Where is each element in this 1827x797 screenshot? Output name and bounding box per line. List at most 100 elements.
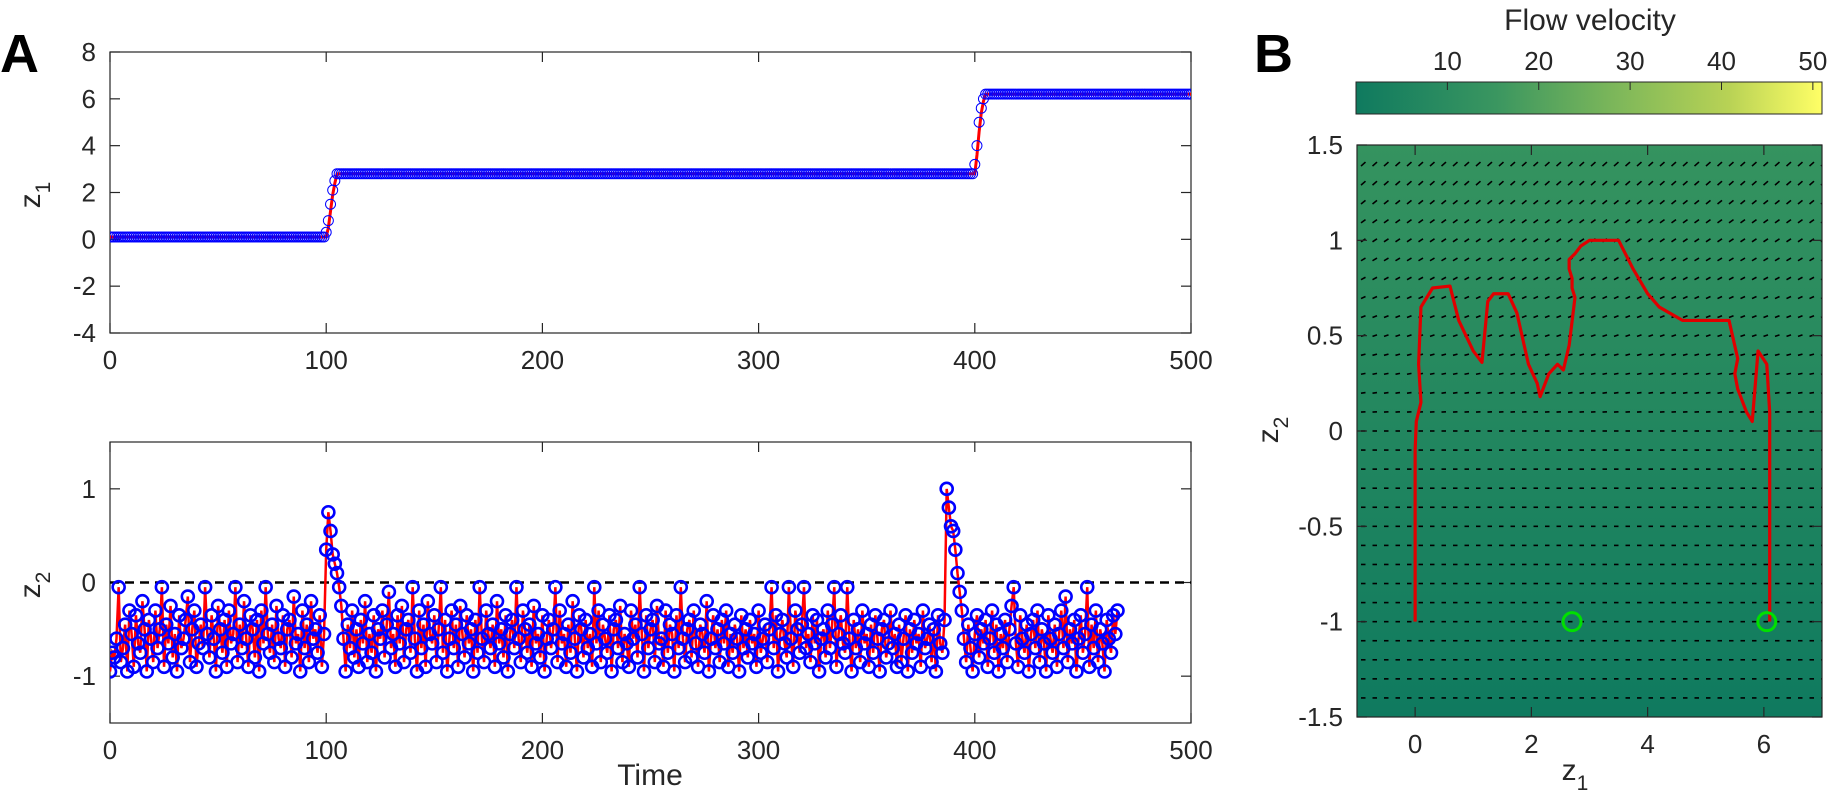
flow-dash xyxy=(1555,161,1562,167)
flow-dash xyxy=(1372,314,1378,319)
flow-dash xyxy=(1671,391,1677,394)
flow-dash xyxy=(1440,180,1447,186)
flow-dash xyxy=(1659,180,1666,186)
z2-sample-point xyxy=(139,664,155,679)
flow-dash xyxy=(1464,372,1470,376)
flow-dash xyxy=(1579,391,1585,394)
z2-sample-point xyxy=(1060,654,1076,670)
z2-sample-point xyxy=(628,617,643,632)
flow-dash xyxy=(1682,372,1688,376)
flow-dash xyxy=(1602,391,1608,394)
z2-sample-point xyxy=(688,636,704,651)
flow-dash xyxy=(1590,199,1596,205)
flow-dash xyxy=(1452,391,1458,394)
flow-dash xyxy=(1510,218,1516,224)
z2-sample-point xyxy=(236,593,252,609)
z2-sample-point xyxy=(900,664,916,679)
flow-dash xyxy=(1682,238,1688,243)
flow-dash xyxy=(1441,238,1447,243)
z2-sample-point xyxy=(1021,664,1037,679)
flow-dash xyxy=(1625,391,1631,394)
z2-sample-point xyxy=(329,565,345,581)
flow-dash xyxy=(1556,238,1562,243)
z2-sample-point xyxy=(684,650,699,665)
flow-dash xyxy=(1705,161,1712,167)
z2-sample-point xyxy=(215,645,230,661)
flow-dash xyxy=(1475,218,1481,224)
flow-dash xyxy=(1567,199,1573,205)
flow-dash xyxy=(1659,199,1665,205)
flow-dash xyxy=(1498,257,1504,262)
z2-sample-point xyxy=(472,579,488,595)
z2-sample-point xyxy=(781,579,797,595)
plot-z1-ylabel: z1 xyxy=(14,182,55,209)
flow-dash xyxy=(1533,391,1539,394)
flow-dash xyxy=(1797,314,1803,319)
flow-dash xyxy=(1487,334,1493,338)
z2-sample-point xyxy=(662,617,678,632)
flow-dash xyxy=(1510,276,1516,281)
z2-sample-point xyxy=(844,664,859,679)
flow-dash xyxy=(1441,257,1447,262)
plot-flow-xlabel: z1 xyxy=(1562,754,1589,795)
z2-sample-point xyxy=(336,631,351,647)
z2-sample-point xyxy=(842,631,857,647)
flow-dash xyxy=(1441,353,1447,357)
flow-dash xyxy=(1786,334,1792,338)
flow-dash xyxy=(1383,161,1390,167)
z2-sample-point xyxy=(1032,654,1047,670)
flow-dash xyxy=(1740,334,1746,338)
flow-dash xyxy=(1648,276,1654,281)
flow-dash xyxy=(1406,180,1413,186)
flow-dash xyxy=(1636,199,1642,205)
z2-sample-point xyxy=(1058,589,1073,604)
plot-flow-ylabel-sub: 2 xyxy=(1270,417,1293,429)
flow-dash xyxy=(1763,276,1769,281)
flow-dash xyxy=(1705,353,1711,357)
x-tick-label: 2 xyxy=(1524,729,1538,759)
flow-dash xyxy=(1567,391,1573,394)
z2-sample-point xyxy=(368,664,384,679)
flow-dash xyxy=(1429,334,1435,338)
flow-dash xyxy=(1602,218,1608,224)
flow-dash xyxy=(1521,372,1527,376)
flow-dash xyxy=(1544,257,1550,262)
z2-sample-point xyxy=(593,654,609,670)
flow-dash xyxy=(1429,314,1435,319)
x-tick-label: 200 xyxy=(521,735,564,765)
flow-dash xyxy=(1567,180,1574,186)
flow-dash xyxy=(1418,199,1424,205)
flow-dash xyxy=(1498,161,1505,167)
flow-dash xyxy=(1809,199,1815,205)
flow-dash xyxy=(1579,257,1585,262)
z2-sample-point xyxy=(636,664,652,679)
flow-dash xyxy=(1797,353,1803,357)
flow-dash xyxy=(1682,257,1688,262)
flow-dash xyxy=(1429,391,1435,394)
z2-sample-point xyxy=(532,650,548,665)
flow-dash xyxy=(1544,391,1550,394)
flow-dash xyxy=(1360,199,1366,205)
flow-dash xyxy=(1786,295,1792,300)
z2-sample-point xyxy=(161,636,176,651)
flow-dash xyxy=(1429,180,1436,186)
flow-dash xyxy=(1740,295,1746,300)
z2-sample-point xyxy=(965,664,980,679)
z2-sample-point xyxy=(692,617,708,632)
flow-dash xyxy=(1464,218,1470,224)
flow-dash xyxy=(1475,180,1482,186)
flow-dash xyxy=(1463,180,1470,186)
plot-flow-ylabel: z2 xyxy=(1252,417,1293,444)
flow-dash xyxy=(1509,180,1516,186)
flow-dash xyxy=(1521,257,1527,262)
flow-dash xyxy=(1383,180,1390,186)
flow-dash xyxy=(1487,314,1493,319)
flow-dash xyxy=(1694,295,1700,300)
x-tick-label: 0 xyxy=(103,345,117,375)
flow-dash xyxy=(1429,353,1435,357)
flow-dash xyxy=(1590,257,1596,262)
plot-z2-ylabel-main: z xyxy=(14,583,47,598)
z2-sample-point xyxy=(461,636,477,651)
y-tick-label: -0.5 xyxy=(1298,511,1343,541)
plot-z2-ticks: 0 100 200 300 400 500 -1 0 1 xyxy=(73,442,1213,765)
